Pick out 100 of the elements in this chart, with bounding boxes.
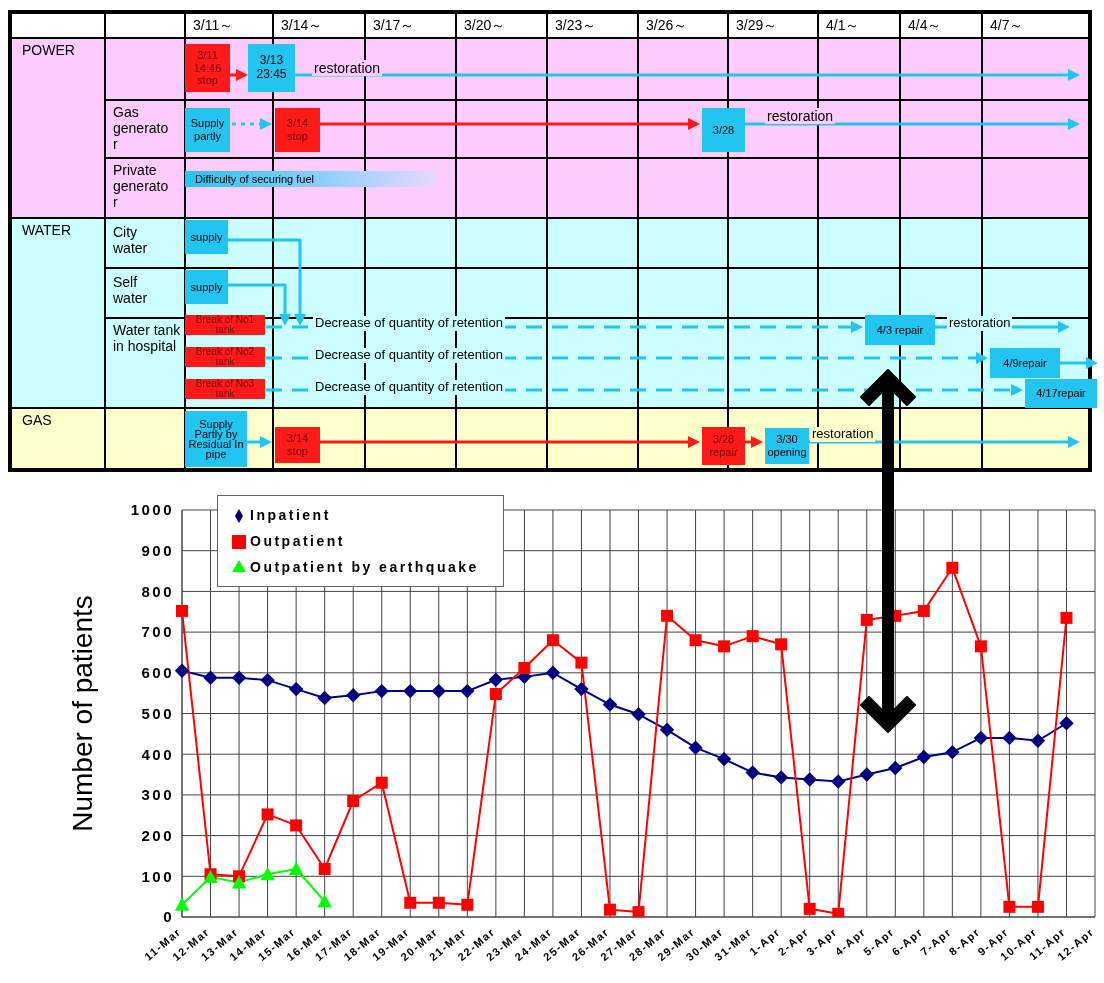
- point: [488, 672, 504, 687]
- text: 3/30 opening: [766, 433, 808, 459]
- point: [775, 638, 788, 651]
- y-tick-label: 200: [141, 826, 174, 844]
- point: [859, 767, 874, 782]
- category-label: 3/20～: [464, 17, 506, 35]
- text: 3/11 14:46 stop: [192, 49, 223, 87]
- text: Difficulty of securing fuel: [195, 172, 315, 186]
- text: GAS: [22, 412, 52, 428]
- category-label: 4/4～: [908, 17, 942, 35]
- point: [745, 765, 760, 780]
- point: [432, 896, 445, 909]
- point: [632, 906, 645, 917]
- point: [374, 683, 389, 699]
- point: [1030, 733, 1046, 748]
- text: Decrease of quantity of retention: [315, 379, 503, 394]
- point: [802, 772, 817, 787]
- text: Break of No3 tank: [185, 378, 265, 399]
- point: [888, 760, 903, 776]
- point: [946, 561, 959, 574]
- text: Self water: [113, 274, 148, 307]
- point: [261, 808, 274, 821]
- point: [318, 862, 331, 875]
- point: [317, 894, 332, 908]
- point: [1059, 716, 1074, 731]
- text: WATER: [22, 222, 71, 238]
- text: supply: [190, 230, 223, 244]
- text: Break of No1 tank: [185, 314, 265, 335]
- point: [688, 740, 703, 755]
- y-tick-label: 600: [141, 664, 174, 682]
- point: [260, 867, 275, 881]
- text: 4/9repair: [1003, 356, 1047, 370]
- point: [1031, 900, 1044, 913]
- text: POWER: [22, 42, 75, 58]
- category-label: 3/23～: [555, 17, 597, 35]
- category-label: 3/11～: [193, 17, 234, 35]
- point: [689, 634, 702, 647]
- text: 3/28 repair: [708, 433, 739, 459]
- text: 4/17repair: [1036, 387, 1086, 400]
- point: [231, 875, 247, 889]
- text: restoration: [812, 426, 874, 441]
- point: [974, 640, 987, 653]
- point: [831, 774, 846, 789]
- y-axis-title: Number of patients: [66, 595, 98, 832]
- y-tick-label: 500: [141, 704, 174, 722]
- category-label: 4/1～: [826, 17, 860, 35]
- point: [603, 903, 616, 916]
- point: [545, 665, 561, 680]
- point: [174, 663, 190, 678]
- point: [631, 707, 646, 722]
- text: supply: [190, 280, 223, 294]
- text: Break of No2 tank: [185, 346, 265, 367]
- category-label: 3/29～: [736, 17, 778, 35]
- text: restoration: [949, 315, 1011, 330]
- point: [403, 683, 418, 699]
- text: Decrease of quantity of retention: [315, 347, 503, 362]
- point: [489, 687, 502, 700]
- point: [176, 604, 188, 617]
- text: 3/13 23:45: [255, 53, 288, 82]
- text: restoration: [314, 60, 381, 76]
- text: Decrease of quantity of retention: [315, 315, 503, 330]
- point: [260, 672, 275, 688]
- point: [716, 751, 732, 767]
- category-label: 4/7～: [990, 17, 1024, 35]
- point: [574, 681, 589, 697]
- point: [1060, 611, 1073, 624]
- y-tick-label: 300: [141, 786, 174, 804]
- point: [375, 776, 388, 789]
- point: [718, 640, 731, 653]
- text: Water tank in hospital: [113, 322, 181, 355]
- text: City water: [113, 224, 148, 257]
- point: [661, 609, 674, 622]
- y-tick-label: 700: [141, 623, 174, 641]
- point: [803, 902, 816, 915]
- point: [945, 744, 960, 760]
- point: [203, 670, 218, 685]
- text: 3/14 stop: [285, 432, 310, 458]
- point: [404, 896, 417, 909]
- legend-label: Outpatient: [250, 533, 345, 549]
- text: Private generator: [113, 162, 169, 211]
- point: [1002, 730, 1017, 746]
- point: [746, 630, 759, 643]
- legend-label: Outpatient by earthquake: [250, 559, 479, 575]
- y-tick-label: 400: [141, 745, 174, 763]
- y-tick-label: 900: [141, 542, 174, 560]
- text: 3/28: [712, 123, 735, 137]
- text: 4/3 repair: [876, 323, 924, 337]
- point: [288, 681, 304, 697]
- category-label: 3/26～: [646, 17, 688, 35]
- point: [231, 670, 247, 685]
- point: [916, 749, 932, 765]
- point: [431, 683, 446, 699]
- point: [860, 613, 873, 626]
- y-tick-label: 1000: [130, 501, 174, 519]
- point: [773, 770, 789, 785]
- point: [602, 697, 618, 712]
- text: Supply Partly by Residual In pipe: [187, 418, 245, 460]
- category-label: 3/14～: [281, 17, 323, 35]
- y-tick-label: 0: [163, 908, 174, 926]
- y-tick-label: 800: [141, 582, 174, 600]
